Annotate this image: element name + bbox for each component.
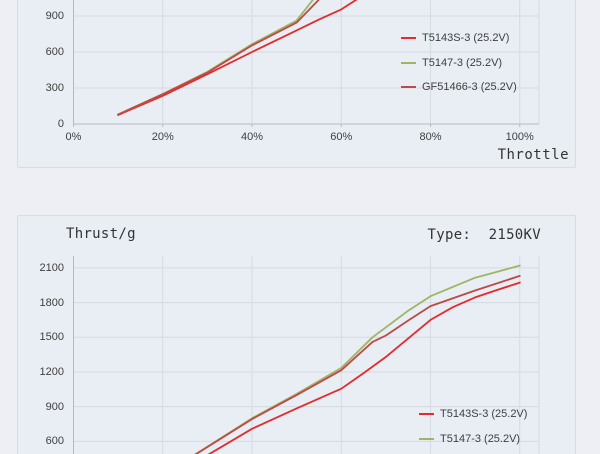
y-tick-label: 1500	[39, 331, 64, 344]
y-tick-label: 900	[45, 400, 64, 413]
y-tick-label: 1800	[39, 296, 64, 309]
chart-2-title: Thrust/g	[66, 226, 136, 242]
x-tick-label: 0%	[65, 131, 82, 143]
axes	[73, 256, 74, 454]
legend-item: T5147-3 (25.2V)	[401, 56, 502, 70]
y-tick-label: 300	[45, 82, 64, 94]
x-tick-label: 100%	[505, 131, 534, 143]
chart-2-type-label: Type: 2150KV	[427, 227, 541, 243]
x-tick-label: 60%	[330, 131, 353, 143]
y-tick-label: 600	[45, 46, 64, 58]
series-line-GF51466-3	[117, 0, 320, 116]
legend-item-label: T5147-3 (25.2V)	[440, 433, 521, 445]
y-tick-label: 900	[45, 10, 64, 22]
legend-item-label: T5143S-3 (25.2V)	[440, 408, 528, 420]
legend-item-label: T5147-3 (25.2V)	[422, 56, 503, 69]
legend-item-label: GF51466-3 (25.2V)	[422, 81, 517, 93]
gridlines	[73, 256, 540, 454]
axes	[73, 0, 539, 127]
chart-2-canvas	[73, 256, 540, 454]
y-tick-label: 1200	[39, 365, 64, 378]
chart-1-x-axis-label: Throttle	[497, 147, 569, 163]
legend-item: T5147-3 (25.2V)	[419, 432, 520, 446]
legend-item: T5143S-3 (25.2V)	[419, 407, 527, 421]
legend-item: T5143S-3 (25.2V)	[401, 31, 509, 45]
x-tick-label: 20%	[151, 131, 174, 143]
series-line-GF51466-3	[194, 275, 521, 454]
series-line-T5143S-3	[207, 281, 521, 454]
legend-line-swatch	[419, 413, 434, 415]
chart-1-canvas	[73, 0, 540, 127]
x-tick-label: 80%	[419, 131, 442, 143]
legend-item-label: T5143S-3 (25.2V)	[422, 32, 510, 44]
y-tick-label: 2100	[39, 261, 64, 274]
legend-line-swatch	[401, 86, 416, 88]
series-line-T5147-3	[117, 0, 314, 116]
legend-line-swatch	[401, 61, 416, 64]
legend-item: GF51466-3 (25.2V)	[401, 80, 517, 94]
series-line-T5143S-3	[117, 0, 358, 116]
x-tick-label: 40%	[240, 131, 264, 143]
legend-line-swatch	[401, 37, 416, 39]
chart-panel-thrust: Thrust/g Type: 2150KV 600 900 1200 1500 1800…	[17, 215, 576, 454]
y-tick-label: 600	[45, 435, 64, 448]
legend-line-swatch	[419, 438, 434, 440]
y-tick-label: 0	[57, 118, 64, 130]
chart-panel-throttle: Throttle 0 300 600 900 0% 20% 40% 60% 80% 100% T5…	[17, 0, 576, 168]
